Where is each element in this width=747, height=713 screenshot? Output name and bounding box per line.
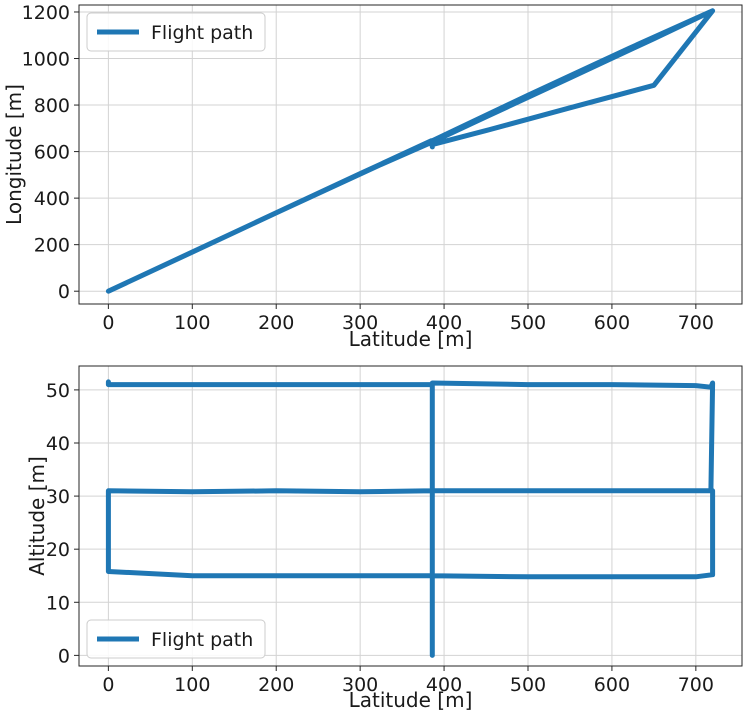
x-tick-label: 500 bbox=[510, 674, 546, 696]
x-tick-label: 100 bbox=[174, 312, 210, 334]
y-tick-label: 200 bbox=[34, 235, 70, 257]
plot-flight-path-longitude: 0 100 200 300 400 500 600 700 0 200 400 600 800 1000 1… bbox=[2, 2, 743, 351]
x-tick-label: 200 bbox=[258, 674, 294, 696]
x-tick-label: 0 bbox=[102, 674, 114, 696]
y-axis-label: Longitude [m] bbox=[2, 84, 26, 225]
y-tick-label: 600 bbox=[34, 142, 70, 164]
y-tick-label: 1000 bbox=[22, 49, 70, 71]
plot-flight-path-altitude: 0 100 200 300 400 500 600 700 0 10 20 30 40 50 Latitud… bbox=[25, 365, 743, 712]
x-tick-label: 100 bbox=[174, 674, 210, 696]
y-axis-label: Altitude [m] bbox=[25, 456, 49, 576]
x-tick-label: 0 bbox=[102, 312, 114, 334]
y-tick-label: 0 bbox=[58, 645, 70, 667]
y-tick-label: 400 bbox=[34, 188, 70, 210]
x-tick-label: 500 bbox=[510, 312, 546, 334]
legend-label: Flight path bbox=[151, 629, 253, 651]
x-axis-label: Latitude [m] bbox=[349, 327, 473, 351]
legend-box bbox=[86, 12, 266, 52]
x-tick-label: 400 bbox=[426, 312, 462, 334]
axes-frame bbox=[78, 4, 743, 305]
x-tick-label: 600 bbox=[594, 312, 630, 334]
y-tick-label: 50 bbox=[46, 380, 70, 402]
x-tick-label: 300 bbox=[342, 674, 378, 696]
series-line-flight-path bbox=[105, 379, 716, 658]
y-tick-label: 10 bbox=[46, 592, 70, 614]
y-tick-label: 800 bbox=[34, 95, 70, 117]
y-tick-label: 40 bbox=[46, 433, 70, 455]
axes-frame bbox=[78, 365, 743, 667]
x-tick-label: 400 bbox=[426, 674, 462, 696]
y-tick-label: 1200 bbox=[22, 2, 70, 24]
x-tick-label: 700 bbox=[678, 674, 714, 696]
x-tick-label: 300 bbox=[342, 312, 378, 334]
legend: Flight path bbox=[86, 12, 266, 52]
x-tick-label: 600 bbox=[594, 674, 630, 696]
y-tick-label: 20 bbox=[46, 539, 70, 561]
x-tick-label: 200 bbox=[258, 312, 294, 334]
series-line-flight-path bbox=[105, 8, 716, 294]
x-axis-label: Latitude [m] bbox=[349, 688, 473, 712]
legend-box bbox=[86, 619, 266, 659]
legend-label: Flight path bbox=[151, 22, 253, 44]
y-tick-label: 30 bbox=[46, 486, 70, 508]
x-tick-label: 700 bbox=[678, 312, 714, 334]
legend: Flight path bbox=[86, 619, 266, 659]
y-tick-label: 0 bbox=[58, 281, 70, 303]
